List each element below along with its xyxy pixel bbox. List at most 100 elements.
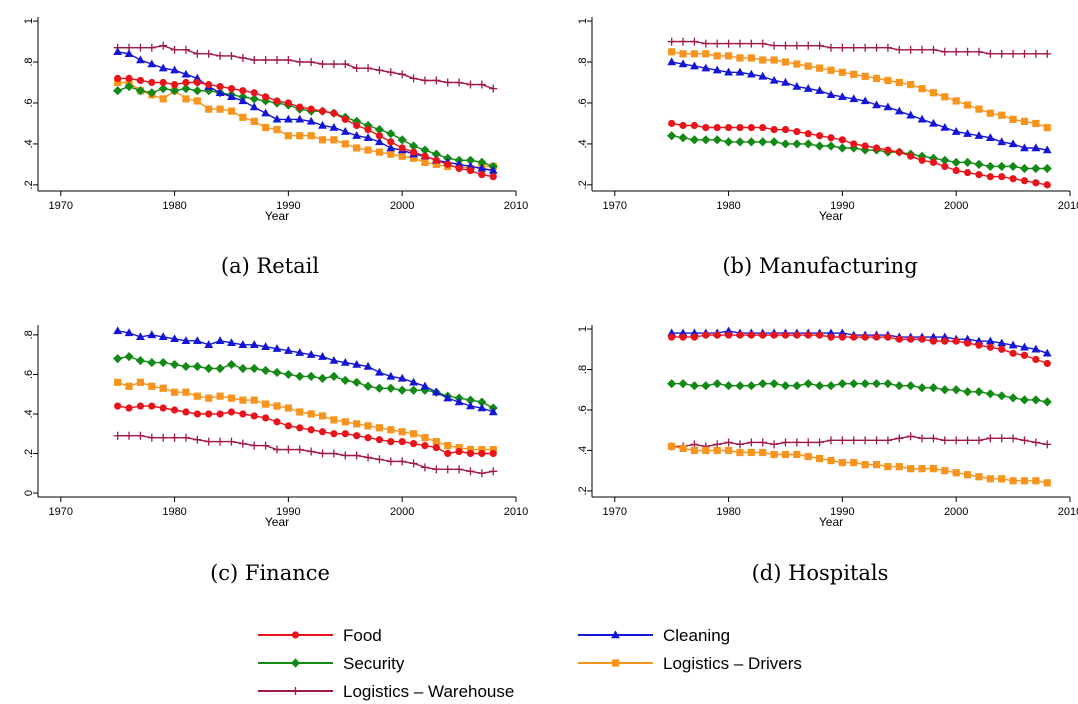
data-point xyxy=(296,132,304,140)
data-point xyxy=(827,436,835,445)
data-point xyxy=(397,385,407,395)
data-point xyxy=(147,357,157,368)
data-point xyxy=(963,436,972,445)
data-point xyxy=(1009,115,1017,123)
data-point xyxy=(181,84,191,94)
data-point xyxy=(307,410,315,418)
y-tick-label: .4 xyxy=(23,409,35,418)
data-point xyxy=(421,152,429,160)
data-point xyxy=(1031,344,1041,353)
data-point xyxy=(284,404,292,412)
data-point xyxy=(409,440,418,448)
data-point xyxy=(205,410,213,418)
data-point xyxy=(736,331,744,339)
data-point xyxy=(770,450,778,459)
data-point xyxy=(804,331,812,339)
data-point xyxy=(284,445,293,454)
series-line-food xyxy=(671,122,1048,186)
data-point xyxy=(952,97,960,105)
data-point xyxy=(420,381,430,390)
data-point xyxy=(1031,438,1040,447)
data-point xyxy=(997,161,1007,172)
data-point xyxy=(827,66,835,74)
data-point xyxy=(918,45,927,54)
data-point xyxy=(1009,349,1017,357)
data-point xyxy=(951,385,961,395)
data-point xyxy=(261,365,271,376)
data-point xyxy=(929,337,938,345)
data-point xyxy=(690,333,699,341)
data-point xyxy=(861,436,870,445)
data-point xyxy=(974,387,984,397)
data-point xyxy=(204,363,214,374)
series-logistics-drivers xyxy=(114,78,497,173)
data-point xyxy=(1031,49,1040,58)
data-point xyxy=(124,328,134,337)
data-point xyxy=(283,346,293,354)
data-point xyxy=(781,77,790,86)
data-point xyxy=(318,136,327,144)
data-point xyxy=(477,397,487,407)
data-point xyxy=(489,445,497,454)
y-tick-label: .6 xyxy=(577,98,589,107)
data-point xyxy=(466,401,475,410)
data-point xyxy=(375,132,384,140)
data-point xyxy=(667,57,677,66)
x-tick-label: 1990 xyxy=(830,200,854,212)
x-tick-label: 1980 xyxy=(716,506,740,518)
data-point xyxy=(431,149,441,159)
data-point xyxy=(205,80,213,89)
data-point xyxy=(883,436,892,445)
data-point xyxy=(713,446,721,455)
series-cleaning xyxy=(667,326,1052,357)
data-point xyxy=(850,333,858,341)
data-point xyxy=(736,54,744,62)
data-point xyxy=(781,438,790,447)
data-point xyxy=(746,137,756,147)
data-point xyxy=(238,96,248,105)
data-point xyxy=(746,69,756,78)
data-point xyxy=(918,156,926,164)
legend-item-food: Food xyxy=(258,626,382,645)
data-point xyxy=(124,82,134,92)
data-point xyxy=(759,448,767,457)
data-point xyxy=(159,404,167,412)
data-point xyxy=(770,440,779,449)
data-point xyxy=(872,74,881,83)
data-point xyxy=(758,39,767,48)
data-point xyxy=(147,433,156,442)
data-point xyxy=(827,43,835,52)
data-point xyxy=(239,410,247,418)
data-point xyxy=(192,86,202,96)
data-point xyxy=(974,159,984,169)
data-point xyxy=(701,381,711,391)
data-point xyxy=(387,438,395,446)
data-point xyxy=(1020,351,1029,359)
data-point xyxy=(375,137,384,146)
data-point xyxy=(295,58,304,67)
data-point xyxy=(454,397,464,406)
series-line-security xyxy=(117,85,494,168)
data-point xyxy=(250,117,258,125)
data-point xyxy=(227,408,236,416)
data-point xyxy=(816,132,824,140)
data-point xyxy=(884,333,892,341)
legend-item-logistics-warehouse: Logistics – Warehouse xyxy=(258,682,514,701)
data-point xyxy=(170,406,179,414)
data-point xyxy=(216,51,225,60)
data-point xyxy=(974,436,983,445)
data-point xyxy=(668,442,676,451)
data-point xyxy=(318,107,327,115)
y-tick-label: .6 xyxy=(23,370,35,379)
series-line-logistics-warehouse xyxy=(671,40,1048,55)
data-point xyxy=(273,97,281,105)
data-point xyxy=(724,67,733,76)
y-tick-label: .4 xyxy=(577,446,589,455)
data-point xyxy=(409,459,418,468)
legend-marker xyxy=(291,631,300,639)
data-point xyxy=(239,396,247,404)
data-point xyxy=(907,80,915,89)
data-point xyxy=(296,408,304,416)
data-point xyxy=(329,122,339,131)
data-point xyxy=(238,340,248,348)
